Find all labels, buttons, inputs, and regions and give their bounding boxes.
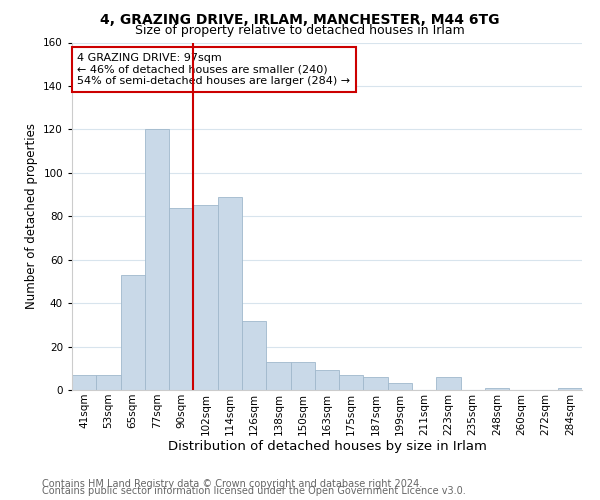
Bar <box>485 388 509 390</box>
Bar <box>266 362 290 390</box>
Bar <box>193 206 218 390</box>
Bar <box>290 362 315 390</box>
X-axis label: Distribution of detached houses by size in Irlam: Distribution of detached houses by size … <box>167 440 487 454</box>
Bar <box>315 370 339 390</box>
Bar <box>96 375 121 390</box>
Bar <box>72 375 96 390</box>
Bar <box>242 320 266 390</box>
Bar <box>558 388 582 390</box>
Bar <box>218 196 242 390</box>
Bar <box>436 377 461 390</box>
Text: Size of property relative to detached houses in Irlam: Size of property relative to detached ho… <box>135 24 465 37</box>
Bar <box>364 377 388 390</box>
Text: 4 GRAZING DRIVE: 97sqm
← 46% of detached houses are smaller (240)
54% of semi-de: 4 GRAZING DRIVE: 97sqm ← 46% of detached… <box>77 53 350 86</box>
Bar <box>169 208 193 390</box>
Bar <box>388 384 412 390</box>
Y-axis label: Number of detached properties: Number of detached properties <box>25 123 38 309</box>
Text: Contains public sector information licensed under the Open Government Licence v3: Contains public sector information licen… <box>42 486 466 496</box>
Text: 4, GRAZING DRIVE, IRLAM, MANCHESTER, M44 6TG: 4, GRAZING DRIVE, IRLAM, MANCHESTER, M44… <box>100 12 500 26</box>
Text: Contains HM Land Registry data © Crown copyright and database right 2024.: Contains HM Land Registry data © Crown c… <box>42 479 422 489</box>
Bar <box>145 130 169 390</box>
Bar <box>121 275 145 390</box>
Bar <box>339 375 364 390</box>
